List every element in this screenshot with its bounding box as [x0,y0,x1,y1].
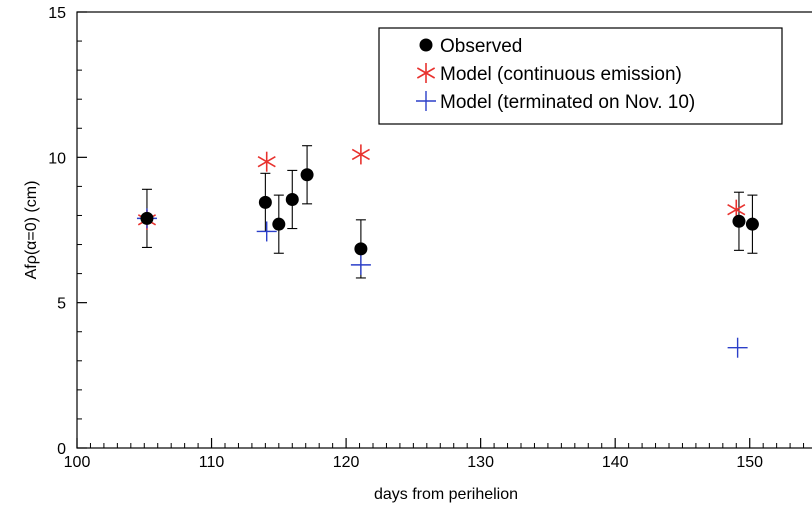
legend-label: Model (continuous emission) [440,64,682,85]
x-axis-label: days from perihelion [374,486,518,503]
data-markers [136,144,759,358]
plot-frame [76,11,812,449]
asterisk-stroke [416,67,436,79]
y-axis-label: Afρ(α=0) (cm) [23,181,40,280]
model-terminated-point [727,337,748,358]
x-tick-label: 130 [467,454,494,471]
x-tick-label: 110 [199,454,225,471]
error-bars [141,145,758,279]
model-terminated-point [350,254,371,275]
legend-continuous-marker [416,63,436,83]
observed-point [258,195,272,209]
legend-label: Model (terminated on Nov. 10) [440,92,695,113]
observed-point [732,214,746,228]
y-tick-label: 0 [57,441,66,458]
observed-point [745,217,759,231]
x-tick-label: 140 [602,454,629,471]
legend-label: Observed [440,36,522,57]
model-terminated-point [256,221,277,242]
asterisk-stroke [727,203,746,216]
ticks: 100 110 120 130 140 150 0 5 10 15 [48,5,805,471]
y-tick-label: 10 [48,150,66,167]
asterisk-stroke [351,148,370,161]
axes [76,11,812,449]
x-tick-label: 100 [64,454,91,471]
observed-point [140,211,154,225]
model-continuous-point [351,144,370,165]
legend-box [378,27,783,125]
legend: Observed Model (continuous emission) Model… [378,27,783,125]
model-continuous-point [257,151,276,172]
observed-point [285,192,299,206]
legend-observed-marker [419,38,433,52]
x-tick-label: 150 [736,454,763,471]
y-tick-label: 5 [57,296,66,313]
x-tick-label: 120 [333,454,360,471]
y-tick-label: 15 [48,5,66,22]
asterisk-stroke [257,156,276,168]
observed-point [300,168,314,182]
observed-point [272,217,286,231]
legend-terminated-marker [416,91,436,111]
observed-point [354,242,368,256]
